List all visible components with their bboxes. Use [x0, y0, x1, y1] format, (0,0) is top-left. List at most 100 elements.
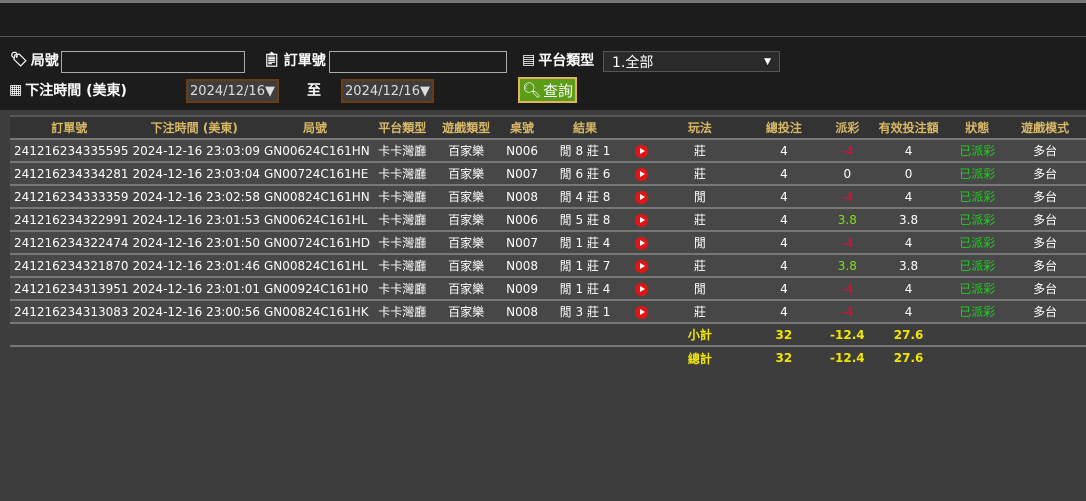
- round-id: GN00824C161HK: [259, 299, 370, 323]
- table-no: N006: [497, 207, 547, 231]
- order-id: 241216234322991: [10, 207, 129, 231]
- platform-label-text: 平台類型: [538, 53, 595, 69]
- platform-value: 1.全部: [612, 54, 654, 71]
- play-video-icon[interactable]: [635, 167, 649, 181]
- subtotal-spacer: [10, 322, 660, 346]
- total-bet: 4: [740, 253, 828, 277]
- game-type: 百家樂: [434, 207, 498, 231]
- column-header: 局號: [259, 115, 370, 139]
- payout: -4: [827, 230, 868, 254]
- results-area: 訂單號 下注時間 (美東) 局號 平台類型 遊戲類型 桌號 結果 玩法 總投注 派彩 有效投注額 狀態…: [0, 110, 1086, 501]
- payout: -4: [827, 299, 868, 323]
- result: 閒 6 莊 6: [546, 161, 624, 185]
- game-mode: 多台: [1004, 207, 1086, 231]
- grandtotal-row: 總計 32 -12.4 27.6: [10, 345, 1086, 369]
- result: 閒 4 莊 8: [546, 184, 624, 208]
- status: 已派彩: [950, 207, 1005, 231]
- round-input[interactable]: [61, 51, 245, 73]
- result: 閒 5 莊 8: [546, 207, 624, 231]
- query-button[interactable]: 🔍︎ 查詢: [518, 77, 577, 103]
- date-from[interactable]: 2024/12/16▼: [186, 79, 279, 103]
- play-video-icon[interactable]: [635, 144, 649, 158]
- status: 已派彩: [950, 253, 1005, 277]
- table-no: N007: [497, 161, 547, 185]
- valid-bet: 0: [867, 161, 951, 185]
- column-header: 有效投注額: [867, 115, 951, 139]
- table-row: 241216234322991 2024-12-16 23:01:53 GN0062…: [10, 207, 1086, 231]
- game-mode: 多台: [1004, 253, 1086, 277]
- subtotal-payout: -12.4: [827, 322, 868, 346]
- column-header: 訂單號: [10, 115, 129, 139]
- valid-bet: 3.8: [867, 207, 951, 231]
- payout: -4: [827, 138, 868, 162]
- bet-time: 2024-12-16 23:01:50: [128, 230, 260, 254]
- replay-cell: [623, 184, 660, 208]
- column-header: 桌號: [497, 115, 547, 139]
- bet-side: 莊: [659, 161, 741, 185]
- valid-bet: 4: [867, 299, 951, 323]
- valid-bet: 3.8: [867, 253, 951, 277]
- bet-time: 2024-12-16 23:03:04: [128, 161, 260, 185]
- valid-bet: 4: [867, 230, 951, 254]
- play-video-icon[interactable]: [635, 190, 649, 204]
- table-no: N008: [497, 299, 547, 323]
- payout: 3.8: [827, 207, 868, 231]
- table-no: N008: [497, 184, 547, 208]
- grandtotal-spacer: [10, 345, 660, 369]
- table-row: 241216234313083 2024-12-16 23:00:56 GN0082…: [10, 299, 1086, 323]
- platform: 卡卡灣廳: [369, 276, 435, 300]
- play-video-icon[interactable]: [635, 282, 649, 296]
- game-type: 百家樂: [434, 299, 498, 323]
- order-id: 241216234313951: [10, 276, 129, 300]
- replay-cell: [623, 276, 660, 300]
- game-type: 百家樂: [434, 161, 498, 185]
- order-id: 241216234321870: [10, 253, 129, 277]
- play-video-icon[interactable]: [635, 213, 649, 227]
- bet-side: 閒: [659, 230, 741, 254]
- platform-select[interactable]: 1.全部 ▼: [603, 51, 780, 72]
- bet-side: 閒: [659, 276, 741, 300]
- replay-cell: [623, 253, 660, 277]
- column-header: 下注時間 (美東): [128, 115, 260, 139]
- order-input[interactable]: [329, 51, 507, 73]
- status: 已派彩: [950, 161, 1005, 185]
- platform: 卡卡灣廳: [369, 230, 435, 254]
- play-video-icon[interactable]: [635, 305, 649, 319]
- bet-time: 2024-12-16 23:03:09: [128, 138, 260, 162]
- table-no: N006: [497, 138, 547, 162]
- search-icon: 🔍︎: [521, 81, 542, 99]
- play-video-icon[interactable]: [635, 236, 649, 250]
- game-type: 百家樂: [434, 138, 498, 162]
- table-no: N007: [497, 230, 547, 254]
- platform: 卡卡灣廳: [369, 253, 435, 277]
- bet-time: 2024-12-16 23:01:01: [128, 276, 260, 300]
- total-bet: 4: [740, 230, 828, 254]
- bet-time: 2024-12-16 23:02:58: [128, 184, 260, 208]
- column-header: 狀態: [950, 115, 1005, 139]
- payout: 3.8: [827, 253, 868, 277]
- total-bet: 4: [740, 276, 828, 300]
- total-bet: 4: [740, 207, 828, 231]
- grandtotal-valid-bet: 27.6: [867, 345, 951, 369]
- round-id: GN00824C161HN: [259, 184, 370, 208]
- date-to[interactable]: 2024/12/16▼: [341, 79, 434, 103]
- game-mode: 多台: [1004, 276, 1086, 300]
- subtotal-empty: [950, 322, 1086, 346]
- top-banner: [0, 0, 1086, 37]
- platform-label: ▤ 平台類型: [522, 50, 594, 70]
- bet-time: 2024-12-16 23:00:56: [128, 299, 260, 323]
- result: 閒 1 莊 4: [546, 276, 624, 300]
- game-mode: 多台: [1004, 138, 1086, 162]
- payout: -4: [827, 276, 868, 300]
- game-mode: 多台: [1004, 230, 1086, 254]
- order-label-text: 訂單號: [283, 53, 326, 69]
- replay-cell: [623, 230, 660, 254]
- table-row: 241216234334281 2024-12-16 23:03:04 GN0072…: [10, 161, 1086, 185]
- game-type: 百家樂: [434, 230, 498, 254]
- total-bet: 4: [740, 138, 828, 162]
- game-mode: 多台: [1004, 299, 1086, 323]
- valid-bet: 4: [867, 276, 951, 300]
- play-video-icon[interactable]: [635, 259, 649, 273]
- bet-side: 莊: [659, 253, 741, 277]
- tag-icon: 🏷︎: [10, 52, 28, 68]
